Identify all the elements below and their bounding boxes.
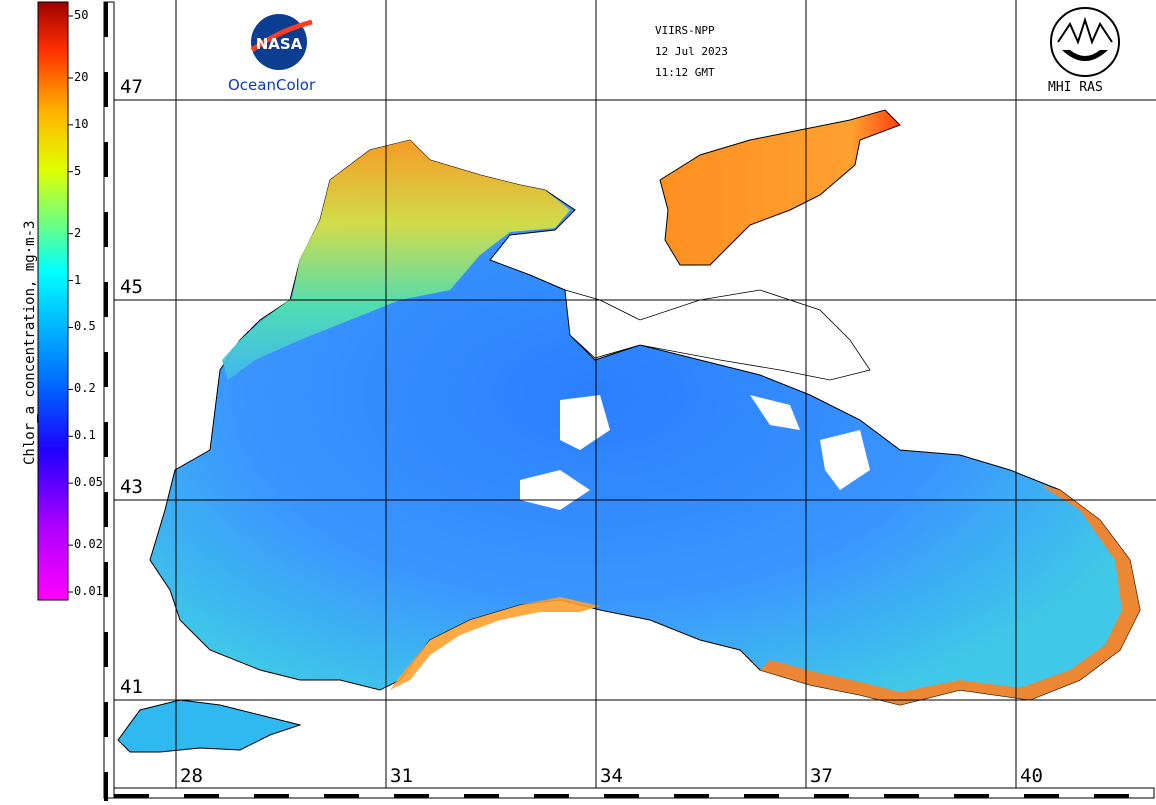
colorbar-tick-label: 0.05	[74, 475, 103, 490]
colorbar-tick-label: 50	[74, 8, 89, 22]
colorbar-tick-label: 2	[74, 225, 82, 240]
bottom-axis-segment	[954, 794, 989, 798]
graticule	[114, 0, 1156, 788]
latitude-label: 47	[120, 76, 143, 98]
left-axis-strip	[103, 1, 115, 799]
colorbar-tick-label: 0.02	[74, 537, 103, 552]
colorbar-tick-label: 10	[74, 116, 89, 131]
colorbar-tick-label: 0.2	[74, 381, 96, 396]
bottom-axis-segment	[1094, 794, 1129, 798]
bottom-axis-segment	[114, 794, 149, 798]
crimea-coast	[564, 289, 871, 381]
bottom-axis-segment	[184, 794, 219, 798]
nasa-logo: NASA	[250, 14, 313, 70]
northwest-shelf-bloom	[222, 140, 570, 380]
colorbar-tick-label: 0.1	[74, 428, 96, 443]
nasa-logo-text: NASA	[256, 35, 303, 53]
latitude-label: 45	[120, 276, 143, 298]
colorbar-tick-label: 5	[74, 163, 82, 178]
colorbar-tick-label: 0.5	[74, 319, 96, 334]
colorbar-ticks	[68, 15, 73, 593]
longitude-label: 31	[390, 765, 413, 787]
longitude-label: 37	[810, 765, 833, 787]
sea-of-marmara	[117, 699, 302, 753]
bottom-axis-segment	[394, 794, 429, 798]
anatolian-coastal-bloom	[390, 597, 600, 690]
sensor-label: VIIRS-NPP	[655, 24, 715, 37]
mhi-ras-logo	[1050, 7, 1120, 77]
left-axis-segment	[104, 772, 108, 805]
left-axis-segment	[104, 562, 108, 597]
bottom-axis-segment	[604, 794, 639, 798]
latitude-label: 41	[120, 676, 143, 698]
oceancolor-caption: OceanColor	[228, 76, 316, 94]
left-axis-segment	[104, 492, 108, 527]
mhi-ras-caption: MHI RAS	[1048, 80, 1103, 95]
bottom-axis-segment	[814, 794, 849, 798]
left-axis-segment	[104, 702, 108, 737]
left-axis-segment	[104, 142, 108, 177]
date-label: 12 Jul 2023	[655, 45, 728, 58]
sea-of-azov	[659, 109, 901, 266]
colorbar-tick-label: 20	[74, 69, 89, 84]
bottom-axis-segment	[744, 794, 779, 798]
axis-scale-marks	[104, 2, 1129, 805]
longitude-label: 40	[1020, 765, 1043, 787]
colorbar	[37, 1, 69, 601]
left-axis-segment	[104, 422, 108, 457]
bottom-axis-segment	[324, 794, 359, 798]
black-sea-water	[149, 139, 1141, 706]
bottom-axis-segment	[1024, 794, 1059, 798]
latitude-label: 43	[120, 476, 143, 498]
bottom-axis-segment	[464, 794, 499, 798]
left-axis-segment	[104, 632, 108, 667]
left-axis-segment	[104, 212, 108, 247]
bottom-axis-segment	[534, 794, 569, 798]
left-axis-segment	[104, 72, 108, 107]
colorbar-tick-label: 0.01	[74, 584, 103, 598]
bottom-axis-segment	[884, 794, 919, 798]
colorbar-title: Chlor_a concentration, mg·m-3	[22, 220, 38, 465]
bottom-axis-segment	[254, 794, 289, 798]
time-label: 11:12 GMT	[655, 66, 715, 79]
colorbar-tick-label: 1	[74, 272, 82, 287]
left-axis-segment	[104, 352, 108, 387]
left-axis-segment	[104, 282, 108, 317]
bottom-axis-segment	[674, 794, 709, 798]
longitude-label: 28	[180, 765, 203, 787]
longitude-label: 34	[600, 765, 623, 787]
left-axis-segment	[104, 2, 108, 37]
